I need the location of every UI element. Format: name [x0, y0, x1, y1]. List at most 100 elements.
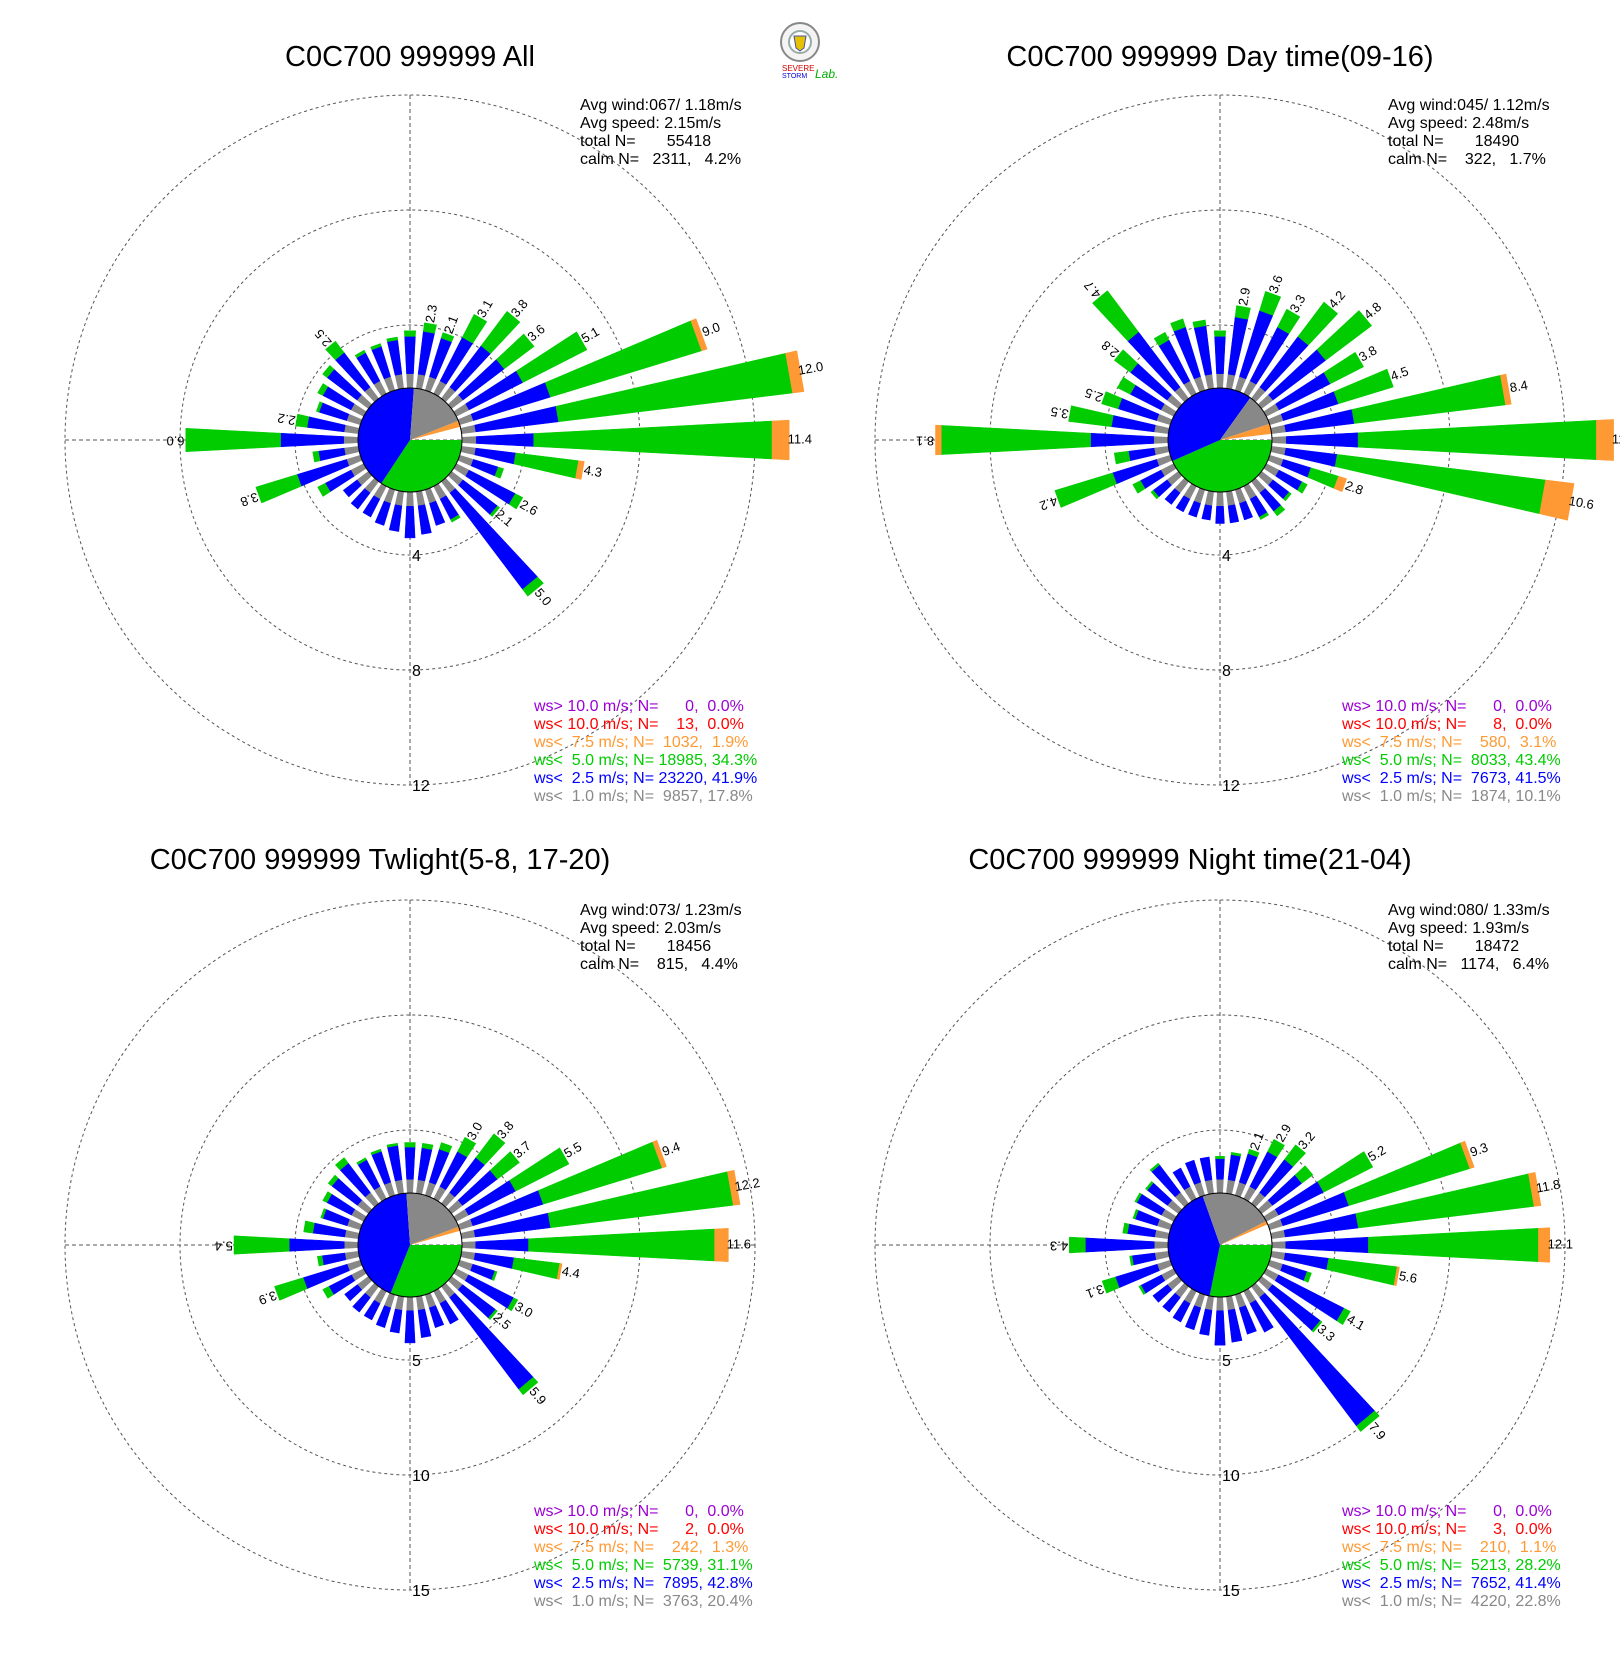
bar-value-label-70: 4.5: [1388, 363, 1410, 383]
bar-value-label-80: 12.2: [733, 1175, 761, 1194]
wind-bar-segment-200-lt1: [383, 487, 396, 504]
calm-pie-slice-lt7_5: [410, 1226, 460, 1245]
wind-bar-segment-350-lt1: [394, 373, 404, 390]
wind-bar-segment-350-lt1: [1204, 373, 1214, 390]
wind-bar-segment-220-lt2_5: [350, 488, 371, 510]
calm-pie-slice-lt5: [381, 440, 463, 493]
wind-bar-segment-350-lt5: [386, 1142, 399, 1148]
wind-bar-segment-160-lt2_5: [428, 1305, 445, 1329]
wind-bar-segment-260-lt1: [1154, 1251, 1170, 1261]
wind-bar-segment-180-lt1: [1216, 491, 1224, 507]
calm-pie-slice-lt1: [406, 1192, 459, 1245]
wind-bar-segment-90-lt2_5: [1285, 1236, 1369, 1254]
wind-bar-segment-200-lt1: [1193, 1292, 1206, 1309]
wind-bar-segment-0-lt5: [404, 330, 416, 337]
legend-entry-lt2_5: ws< 2.5 m/s; N= 7895, 42.8%: [533, 1575, 753, 1592]
bar-value-label-70: 9.4: [660, 1139, 682, 1159]
bar-value-label-280: 3.5: [1049, 404, 1069, 422]
wind-bar-segment-160-lt2_5: [1238, 1305, 1257, 1335]
wind-bar-segment-20-lt1: [1234, 1181, 1247, 1198]
wind-bar-segment-100-lt7_5: [1393, 1266, 1400, 1286]
bar-value-label-10: 2.3: [422, 303, 440, 323]
wind-bar-segment-140-lt5: [1356, 1410, 1380, 1432]
legend-entry-lt7_5: ws< 7.5 m/s; N= 242, 1.3%: [533, 1539, 748, 1556]
wind-bar-segment-210-lt2_5: [363, 1299, 381, 1321]
wind-bar-segment-80-lt7_5: [1500, 373, 1512, 406]
wind-bar-segment-350-lt5: [386, 336, 398, 342]
calm-pie-outline: [357, 1192, 463, 1298]
calm-pie-outline: [1167, 387, 1273, 493]
bar-value-label-250: 3.8: [238, 489, 260, 509]
wind-bar-segment-130-lt5: [488, 1309, 498, 1321]
bar-value-label-250: 3.1: [1084, 1281, 1106, 1301]
range-ring-label: 5: [412, 1353, 421, 1370]
bar-value-label-110: 2.8: [1343, 478, 1365, 498]
wind-bar-segment-190-lt1: [394, 490, 404, 507]
wind-bar-segment-90-lt2_5: [475, 1238, 529, 1252]
wind-bar-segment-290-lt5: [1101, 391, 1123, 410]
legend-entry-lt10: ws< 10.0 m/s; N= 8, 0.0%: [1341, 716, 1552, 733]
wind-bar-segment-290-lt1: [346, 413, 363, 426]
legend-entry-lt1: ws< 1.0 m/s; N= 3763, 20.4%: [533, 1593, 753, 1610]
bar-value-label-20: 3.6: [1265, 273, 1285, 295]
wind-bar-segment-10-lt2_5: [417, 1147, 433, 1182]
wind-bar-segment-300-lt5: [1134, 1192, 1143, 1203]
info-line: Avg speed: 2.48m/s: [1388, 115, 1529, 132]
wind-bar-segment-90-lt7_5: [1596, 419, 1614, 461]
info-line: calm N= 2311, 4.2%: [580, 151, 741, 168]
calm-pie-slice-lt2_5: [1167, 1196, 1220, 1296]
wind-bar-segment-60-lt5: [1323, 351, 1365, 385]
wind-bar-segment-40-lt5: [475, 1133, 506, 1166]
wind-bar-segment-80-lt1: [460, 1229, 476, 1239]
wind-bar-segment-100-lt1: [460, 446, 477, 456]
wind-bar-segment-280-lt1: [344, 1229, 360, 1239]
legend-entry-lt2_5: ws< 2.5 m/s; N= 7673, 41.5%: [1341, 770, 1561, 787]
wind-bar-segment-100-lt5: [511, 1257, 561, 1280]
bar-value-label-70: 9.0: [700, 319, 722, 339]
wind-bar-segment-150-lt5: [1258, 512, 1270, 520]
wind-bar-segment-130-lt5: [1282, 491, 1292, 502]
wind-bar-segment-190-lt2_5: [389, 1308, 403, 1334]
wind-bar-segment-100-lt5: [1326, 1258, 1398, 1286]
wind-bar-segment-310-lt5: [327, 1174, 339, 1187]
bar-value-label-100: 4.3: [583, 462, 603, 480]
wind-bar-segment-170-lt2_5: [417, 504, 432, 535]
wind-bar-segment-310-lt5: [1145, 1180, 1154, 1191]
wind-bar-segment-280-lt2_5: [306, 416, 346, 433]
wind-bar-segment-350-lt1: [1204, 1179, 1214, 1195]
wind-bar-segment-330-lt5: [356, 1157, 367, 1166]
legend-entry-lt10: ws< 10.0 m/s; N= 3, 0.0%: [1341, 1521, 1552, 1538]
wind-bar-segment-280-lt2_5: [1127, 1223, 1157, 1238]
wind-bar-segment-330-lt5: [1153, 331, 1170, 347]
legend-entry-lt5: ws< 5.0 m/s; N= 18985, 34.3%: [533, 752, 757, 769]
calm-pie-slice-lt5: [1209, 1245, 1272, 1298]
wind-bar-segment-270-lt5: [233, 1235, 290, 1255]
wind-bar-segment-270-lt1: [1154, 1241, 1169, 1249]
legend-entry-lt1: ws< 1.0 m/s; N= 9857, 17.8%: [533, 788, 753, 805]
legend-entry-lt2_5: ws< 2.5 m/s; N= 7652, 41.4%: [1341, 1575, 1561, 1592]
wind-bar-segment-120-lt5: [507, 1297, 519, 1312]
wind-bar-segment-340-lt1: [1193, 1181, 1206, 1198]
bar-value-label-100: 10.6: [1568, 493, 1596, 512]
calm-pie-slice-lt2_5: [1167, 387, 1251, 461]
wind-bar-segment-350-lt5: [1192, 319, 1207, 328]
wind-bar-segment-100-lt7_5: [1539, 479, 1575, 521]
wind-bar-segment-250-lt1: [346, 1259, 363, 1272]
wind-bar-segment-0-lt5: [1214, 330, 1226, 337]
wind-bar-segment-90-lt1: [1271, 436, 1287, 444]
panel-title: C0C700 999999 Night time(21-04): [968, 844, 1411, 876]
wind-bar-segment-220-lt2_5: [1162, 1292, 1181, 1313]
wind-bar-segment-190-lt1: [1204, 490, 1214, 507]
wind-bar-segment-190-lt2_5: [1199, 1308, 1213, 1336]
wind-bar-segment-70-lt1: [1267, 1218, 1284, 1231]
wind-bar-segment-70-lt7_5: [690, 318, 708, 352]
info-line: calm N= 322, 1.7%: [1388, 151, 1546, 168]
wind-bar-segment-170-lt2_5: [1227, 1308, 1243, 1343]
wind-bar-segment-150-lt5: [450, 514, 461, 523]
wind-bar-segment-30-lt5: [461, 313, 488, 344]
calm-pie-slice-lt7_5: [1220, 1221, 1268, 1245]
wind-bar-segment-20-lt5: [1259, 290, 1282, 316]
